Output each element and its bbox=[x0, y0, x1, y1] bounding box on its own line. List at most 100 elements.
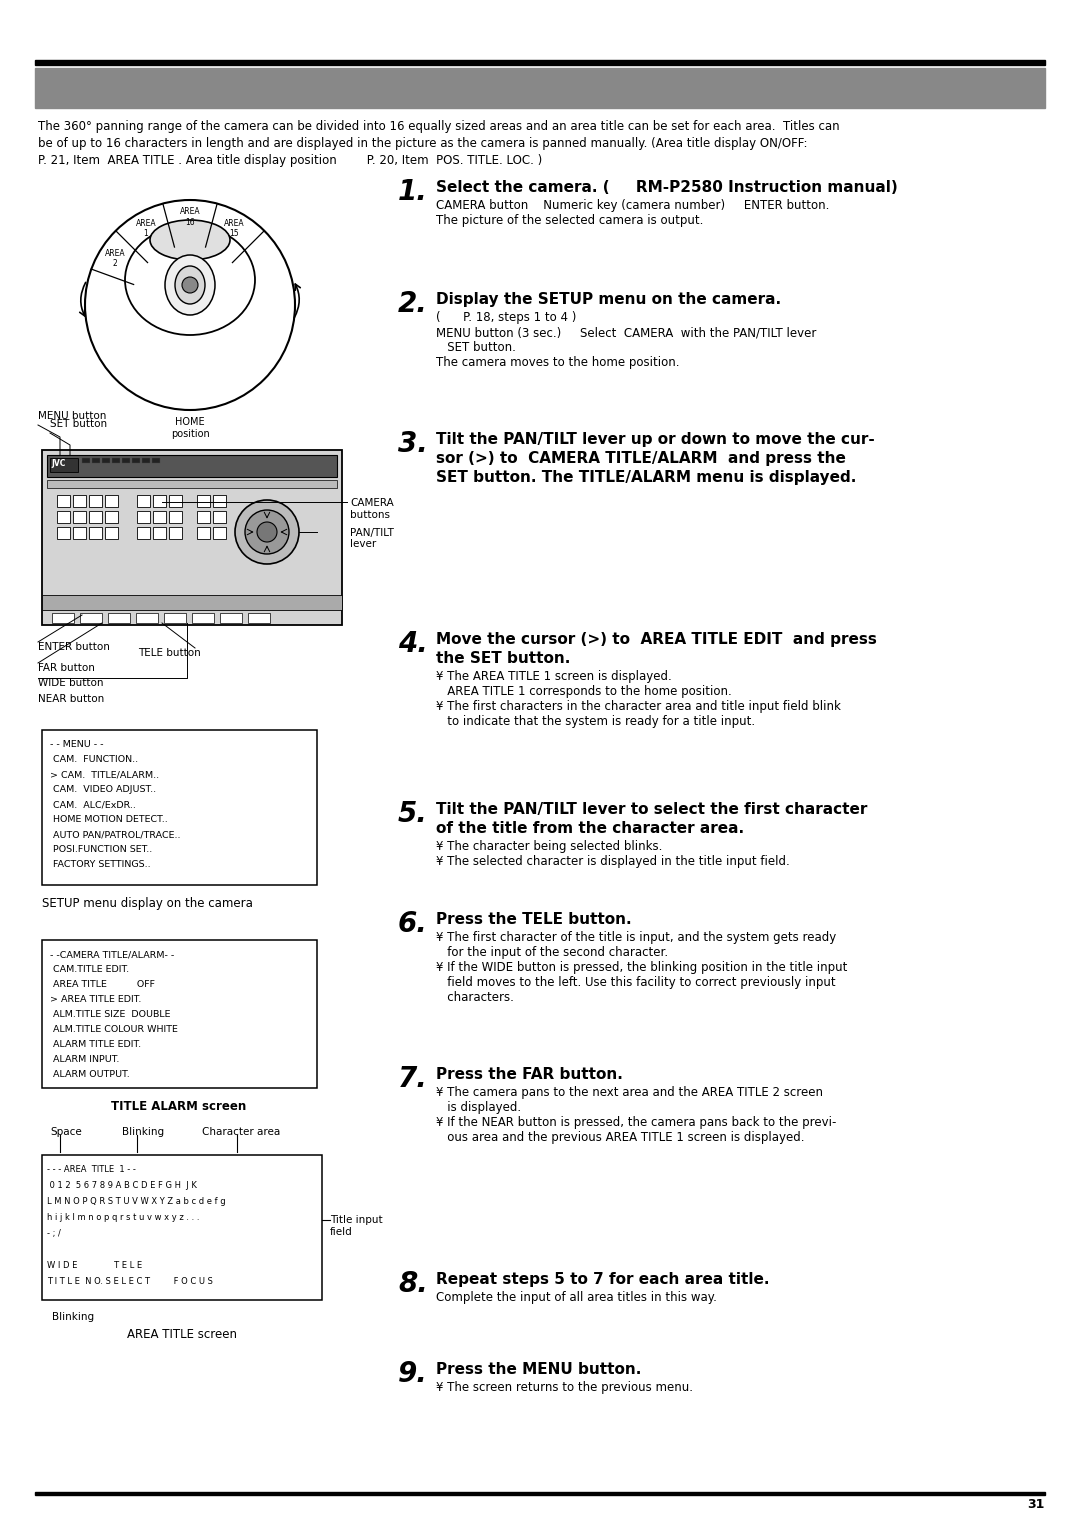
Text: characters.: characters. bbox=[436, 992, 514, 1004]
Text: 4.: 4. bbox=[399, 630, 428, 659]
Text: ALARM INPUT.: ALARM INPUT. bbox=[50, 1054, 120, 1063]
Text: Space: Space bbox=[50, 1128, 82, 1137]
Circle shape bbox=[235, 500, 299, 564]
Text: > AREA TITLE EDIT.: > AREA TITLE EDIT. bbox=[50, 995, 141, 1004]
Bar bbox=[153, 495, 166, 507]
Bar bbox=[35, 69, 1045, 108]
Bar bbox=[168, 495, 183, 507]
Text: ALARM TITLE EDIT.: ALARM TITLE EDIT. bbox=[50, 1041, 141, 1050]
Bar bbox=[42, 940, 318, 1088]
Text: Tilt the PAN/TILT lever up or down to move the cur-: Tilt the PAN/TILT lever up or down to mo… bbox=[436, 432, 875, 448]
Bar bbox=[213, 495, 226, 507]
Text: WIDE button: WIDE button bbox=[38, 678, 104, 688]
Ellipse shape bbox=[165, 255, 215, 315]
Bar bbox=[73, 527, 86, 539]
Text: PAN/TILT: PAN/TILT bbox=[350, 529, 394, 538]
Text: The camera moves to the home position.: The camera moves to the home position. bbox=[436, 356, 679, 368]
Bar bbox=[112, 458, 120, 463]
Bar bbox=[35, 1491, 1045, 1494]
Bar bbox=[137, 495, 150, 507]
Text: Press the FAR button.: Press the FAR button. bbox=[436, 1067, 623, 1082]
Text: lever: lever bbox=[350, 539, 376, 549]
Bar bbox=[73, 495, 86, 507]
Text: TELE button: TELE button bbox=[138, 648, 201, 659]
Bar bbox=[42, 594, 342, 610]
Bar bbox=[220, 613, 242, 623]
Text: ¥ If the WIDE button is pressed, the blinking position in the title input: ¥ If the WIDE button is pressed, the bli… bbox=[436, 961, 848, 973]
Text: - ; /: - ; / bbox=[48, 1229, 60, 1238]
Bar bbox=[137, 510, 150, 523]
Bar bbox=[57, 510, 70, 523]
Text: Title input
field: Title input field bbox=[330, 1215, 382, 1236]
Bar bbox=[57, 495, 70, 507]
Circle shape bbox=[257, 523, 276, 542]
Bar bbox=[52, 613, 75, 623]
Text: SET button. The TITLE/ALARM menu is displayed.: SET button. The TITLE/ALARM menu is disp… bbox=[436, 471, 856, 484]
Text: ¥ The AREA TITLE 1 screen is displayed.: ¥ The AREA TITLE 1 screen is displayed. bbox=[436, 669, 672, 683]
Text: be of up to 16 characters in length and are displayed in the picture as the came: be of up to 16 characters in length and … bbox=[38, 138, 808, 150]
Bar bbox=[105, 510, 118, 523]
Bar bbox=[168, 527, 183, 539]
Text: CAM.TITLE EDIT.: CAM.TITLE EDIT. bbox=[50, 966, 130, 973]
Text: ¥ If the NEAR button is pressed, the camera pans back to the previ-: ¥ If the NEAR button is pressed, the cam… bbox=[436, 1115, 836, 1129]
Bar bbox=[105, 527, 118, 539]
Text: is displayed.: is displayed. bbox=[436, 1102, 522, 1114]
Bar bbox=[102, 458, 110, 463]
Text: TITLE ALARM screen: TITLE ALARM screen bbox=[111, 1100, 246, 1112]
Bar bbox=[82, 458, 90, 463]
Text: CAM.  VIDEO ADJUST..: CAM. VIDEO ADJUST.. bbox=[50, 785, 157, 795]
Text: AREA TITLE          OFF: AREA TITLE OFF bbox=[50, 979, 156, 989]
Text: MENU button: MENU button bbox=[38, 411, 106, 422]
Text: Press the MENU button.: Press the MENU button. bbox=[436, 1361, 642, 1377]
Bar bbox=[197, 510, 210, 523]
Bar bbox=[48, 480, 337, 487]
Text: SET button: SET button bbox=[50, 419, 107, 429]
Text: Tilt the PAN/TILT lever to select the first character: Tilt the PAN/TILT lever to select the fi… bbox=[436, 802, 867, 817]
Text: CAMERA: CAMERA bbox=[350, 498, 394, 507]
Text: 0 1 2  5 6 7 8 9 A B C D E F G H  J K: 0 1 2 5 6 7 8 9 A B C D E F G H J K bbox=[48, 1181, 197, 1190]
Text: P. 21, Item  AREA TITLE . Area title display position        P. 20, Item  POS. T: P. 21, Item AREA TITLE . Area title disp… bbox=[38, 154, 542, 167]
Text: the SET button.: the SET button. bbox=[436, 651, 570, 666]
Bar bbox=[73, 510, 86, 523]
Text: ¥ The screen returns to the previous menu.: ¥ The screen returns to the previous men… bbox=[436, 1381, 693, 1394]
Text: position: position bbox=[171, 429, 210, 439]
Text: AUTO PAN/PATROL/TRACE..: AUTO PAN/PATROL/TRACE.. bbox=[50, 830, 180, 839]
Bar bbox=[92, 458, 100, 463]
Text: - -CAMERA TITLE/ALARM- -: - -CAMERA TITLE/ALARM- - bbox=[50, 950, 174, 960]
Text: FACTORY SETTINGS..: FACTORY SETTINGS.. bbox=[50, 860, 150, 869]
Bar bbox=[248, 613, 270, 623]
Text: AREA
16: AREA 16 bbox=[179, 208, 200, 226]
Bar bbox=[89, 527, 102, 539]
Bar bbox=[42, 451, 342, 625]
Text: AREA
15: AREA 15 bbox=[224, 219, 244, 238]
Text: h i j k l m n o p q r s t u v w x y z . . .: h i j k l m n o p q r s t u v w x y z . … bbox=[48, 1213, 200, 1222]
Text: 6.: 6. bbox=[399, 911, 428, 938]
Text: AREA TITLE screen: AREA TITLE screen bbox=[127, 1328, 237, 1342]
Text: Blinking: Blinking bbox=[52, 1313, 94, 1322]
Text: Select the camera. (     RM-P2580 Instruction manual): Select the camera. ( RM-P2580 Instructio… bbox=[436, 180, 897, 196]
Text: HOME: HOME bbox=[175, 417, 205, 426]
Bar bbox=[164, 613, 186, 623]
Text: AREA TITLE Setup: AREA TITLE Setup bbox=[52, 70, 316, 96]
Text: 2.: 2. bbox=[399, 290, 428, 318]
Text: JVC: JVC bbox=[51, 458, 66, 468]
Bar bbox=[136, 613, 158, 623]
Text: Display the SETUP menu on the camera.: Display the SETUP menu on the camera. bbox=[436, 292, 781, 307]
Text: Character area: Character area bbox=[202, 1128, 280, 1137]
Ellipse shape bbox=[175, 266, 205, 304]
Text: sor (>) to  CAMERA TITLE/ALARM  and press the: sor (>) to CAMERA TITLE/ALARM and press … bbox=[436, 451, 846, 466]
Text: Press the TELE button.: Press the TELE button. bbox=[436, 912, 632, 927]
Text: 31: 31 bbox=[1028, 1497, 1045, 1511]
Text: field moves to the left. Use this facility to correct previously input: field moves to the left. Use this facili… bbox=[436, 976, 836, 989]
Text: of the title from the character area.: of the title from the character area. bbox=[436, 821, 744, 836]
Text: FAR button: FAR button bbox=[38, 663, 95, 672]
Text: ous area and the previous AREA TITLE 1 screen is displayed.: ous area and the previous AREA TITLE 1 s… bbox=[436, 1131, 805, 1144]
Text: Move the cursor (>) to  AREA TITLE EDIT  and press: Move the cursor (>) to AREA TITLE EDIT a… bbox=[436, 633, 877, 646]
Text: Blinking: Blinking bbox=[122, 1128, 164, 1137]
Text: 8.: 8. bbox=[399, 1270, 428, 1297]
Bar bbox=[89, 495, 102, 507]
Circle shape bbox=[245, 510, 289, 555]
Text: CAMERA button    Numeric key (camera number)     ENTER button.: CAMERA button Numeric key (camera number… bbox=[436, 199, 829, 212]
Bar bbox=[141, 458, 150, 463]
Bar bbox=[89, 510, 102, 523]
